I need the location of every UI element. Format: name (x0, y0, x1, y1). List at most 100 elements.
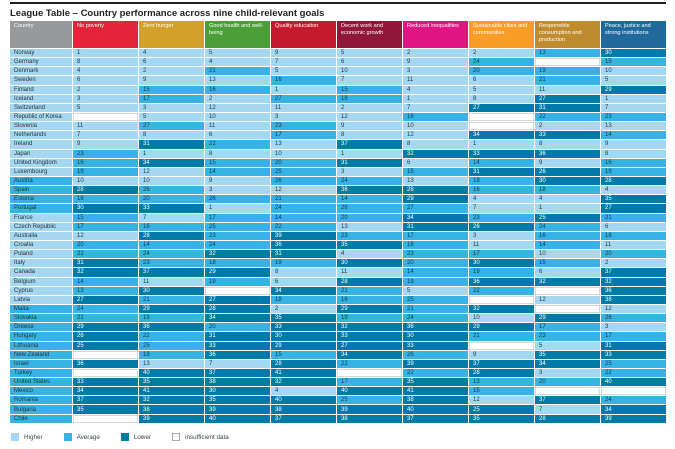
rank-cell: 23 (403, 250, 468, 259)
rank-cell: 20 (601, 250, 666, 259)
rank-cell: 26 (601, 314, 666, 323)
rank-cell: 8 (271, 268, 336, 277)
rank-cell: 12 (403, 131, 468, 140)
country-cell: Mexico (10, 387, 72, 396)
rank-cell: 39 (139, 414, 204, 423)
rank-cell: 25 (601, 359, 666, 368)
country-cell: Spain (10, 186, 72, 195)
rank-cell: 23 (469, 213, 534, 222)
rank-cell: 20 (469, 67, 534, 76)
rank-cell: 33 (337, 332, 402, 341)
rank-cell: 37 (535, 396, 600, 405)
rank-cell: 1 (403, 94, 468, 103)
rank-cell: 24 (139, 250, 204, 259)
rank-cell: 29 (337, 304, 402, 314)
rank-cell: 4 (601, 186, 666, 195)
rank-cell: 29 (403, 195, 468, 204)
rank-cell: 22 (73, 250, 138, 259)
country-cell: Turkey (10, 368, 72, 378)
country-cell: Belgium (10, 277, 72, 286)
rank-cell: 8 (535, 140, 600, 149)
rank-cell: 30 (73, 204, 138, 213)
rank-cell: 17 (601, 332, 666, 341)
rank-cell: 30 (139, 286, 204, 295)
rank-cell: 27 (73, 295, 138, 304)
column-header-goal: Sustainable cities and communities (469, 21, 534, 48)
country-cell: United States (10, 378, 72, 387)
rank-cell: 30 (337, 259, 402, 268)
rank-cell: 36 (535, 149, 600, 158)
rank-cell: 12 (271, 186, 336, 195)
rank-cell: 15 (139, 85, 204, 94)
insufficient-data-cell (469, 295, 534, 304)
rank-cell: 11 (601, 240, 666, 250)
rank-cell: 7 (271, 58, 336, 67)
rank-cell: 21 (601, 213, 666, 222)
rank-cell: 12 (205, 103, 270, 112)
rank-cell: 26 (403, 350, 468, 359)
rank-cell: 12 (469, 396, 534, 405)
rank-cell: 14 (469, 158, 534, 167)
rank-cell: 36 (337, 186, 402, 195)
rank-cell: 17 (337, 378, 402, 387)
rank-cell: 21 (403, 304, 468, 314)
rank-cell: 5 (73, 103, 138, 112)
rank-cell: 16 (205, 85, 270, 94)
country-cell: Romania (10, 396, 72, 405)
rank-cell: 29 (139, 304, 204, 314)
country-cell: Luxembourg (10, 167, 72, 176)
rank-cell: 5 (469, 85, 534, 94)
rank-cell: 40 (403, 405, 468, 414)
rank-cell: 10 (535, 250, 600, 259)
rank-cell: 38 (601, 295, 666, 304)
rank-cell: 11 (403, 76, 468, 85)
rank-cell: 29 (271, 341, 336, 350)
rank-cell: 23 (601, 112, 666, 122)
country-cell: Netherlands (10, 131, 72, 140)
rank-cell: 31 (337, 158, 402, 167)
insufficient-data-cell (73, 112, 138, 122)
rank-cell: 32 (337, 323, 402, 332)
insufficient-data-cell (535, 304, 600, 314)
rank-cell: 14 (535, 240, 600, 250)
rank-cell: 9 (337, 122, 402, 131)
rank-cell: 38 (403, 396, 468, 405)
rank-cell: 19 (337, 314, 402, 323)
rank-cell: 26 (469, 222, 534, 231)
rank-cell: 29 (601, 85, 666, 94)
rank-cell: 35 (337, 240, 402, 250)
legend: Higher Average Lower insufficient data (11, 433, 250, 441)
rank-cell: 24 (271, 204, 336, 213)
country-cell: Switzerland (10, 103, 72, 112)
rank-cell: 15 (403, 167, 468, 176)
rank-cell: 11 (271, 103, 336, 112)
rank-cell: 17 (535, 323, 600, 332)
rank-cell: 1 (205, 204, 270, 213)
column-header-goal: Decent work and economic growth (337, 21, 402, 48)
insufficient-data-cell (469, 122, 534, 131)
rank-cell: 6 (73, 76, 138, 85)
rank-cell: 2 (139, 67, 204, 76)
page-title: League Table – Country performance acros… (10, 8, 325, 19)
rank-cell: 20 (403, 259, 468, 268)
rank-cell: 12 (139, 167, 204, 176)
rank-cell: 8 (337, 131, 402, 140)
legend-swatch-l (120, 433, 129, 441)
insufficient-data-cell (535, 286, 600, 295)
column-header-goal: Reduced inequalities (403, 21, 468, 48)
country-cell: Italy (10, 259, 72, 268)
rank-cell: 28 (139, 231, 204, 240)
rank-cell: 11 (139, 277, 204, 286)
rank-cell: 9 (535, 158, 600, 167)
rank-cell: 30 (601, 49, 666, 58)
rank-cell: 1 (271, 85, 336, 94)
rank-cell: 16 (73, 158, 138, 167)
rank-cell: 33 (205, 341, 270, 350)
column-header-goal: Responsible consumption and production (535, 21, 600, 48)
rank-cell: 27 (205, 295, 270, 304)
rank-cell: 11 (469, 240, 534, 250)
rank-cell: 15 (205, 158, 270, 167)
rank-cell: 17 (403, 231, 468, 240)
rank-cell: 35 (469, 414, 534, 423)
rank-cell: 13 (73, 286, 138, 295)
